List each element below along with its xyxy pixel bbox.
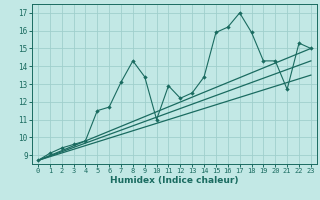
Point — [47, 152, 52, 155]
Point — [71, 143, 76, 146]
Point — [261, 59, 266, 62]
Point — [107, 106, 112, 109]
Point — [249, 31, 254, 34]
Point — [190, 91, 195, 94]
X-axis label: Humidex (Indice chaleur): Humidex (Indice chaleur) — [110, 176, 239, 185]
Point — [166, 84, 171, 87]
Point — [130, 59, 135, 62]
Point — [296, 42, 301, 45]
Point — [36, 159, 41, 162]
Point — [178, 97, 183, 100]
Point — [237, 11, 242, 14]
Point — [154, 118, 159, 121]
Point — [225, 26, 230, 29]
Point — [273, 59, 278, 62]
Point — [213, 31, 219, 34]
Point — [284, 88, 290, 91]
Point — [83, 139, 88, 142]
Point — [95, 109, 100, 112]
Point — [118, 81, 124, 84]
Point — [202, 75, 207, 78]
Point — [308, 47, 313, 50]
Point — [142, 75, 147, 78]
Point — [59, 146, 64, 150]
